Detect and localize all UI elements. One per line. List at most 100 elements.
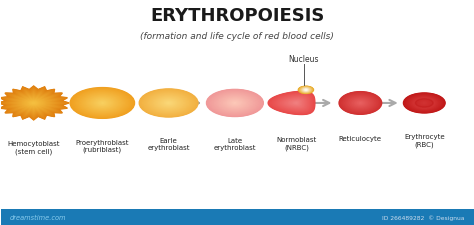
Polygon shape [272, 94, 312, 113]
Text: Proerythroblast
(rubriblast): Proerythroblast (rubriblast) [75, 139, 129, 153]
Ellipse shape [343, 94, 377, 112]
Ellipse shape [141, 90, 196, 117]
Ellipse shape [163, 101, 174, 106]
Ellipse shape [300, 87, 312, 94]
Polygon shape [289, 101, 301, 106]
Ellipse shape [78, 92, 126, 115]
Ellipse shape [234, 103, 236, 104]
Ellipse shape [357, 101, 364, 106]
Ellipse shape [222, 97, 248, 110]
Ellipse shape [218, 95, 252, 112]
Ellipse shape [417, 100, 431, 107]
Ellipse shape [72, 89, 133, 118]
Polygon shape [1, 88, 66, 119]
Ellipse shape [96, 100, 109, 107]
Ellipse shape [351, 98, 370, 109]
Polygon shape [272, 93, 313, 114]
Ellipse shape [210, 92, 259, 115]
Ellipse shape [79, 92, 125, 115]
Ellipse shape [341, 94, 379, 113]
Ellipse shape [152, 96, 185, 111]
Ellipse shape [158, 99, 179, 108]
Ellipse shape [422, 102, 427, 105]
Text: (formation and life cycle of red blood cells): (formation and life cycle of red blood c… [140, 32, 334, 40]
Ellipse shape [151, 95, 186, 112]
Ellipse shape [416, 99, 433, 108]
Text: Reticulocyte: Reticulocyte [339, 135, 382, 141]
Ellipse shape [300, 88, 312, 93]
Ellipse shape [415, 99, 433, 108]
Ellipse shape [93, 99, 111, 108]
Polygon shape [18, 96, 49, 111]
Ellipse shape [422, 103, 426, 104]
Ellipse shape [158, 98, 180, 109]
Polygon shape [19, 97, 48, 110]
Ellipse shape [155, 97, 182, 110]
Ellipse shape [142, 91, 195, 116]
Ellipse shape [224, 98, 246, 109]
Polygon shape [12, 93, 55, 114]
Ellipse shape [349, 98, 371, 109]
Ellipse shape [145, 92, 192, 115]
Ellipse shape [232, 102, 238, 105]
Polygon shape [11, 93, 56, 114]
Ellipse shape [408, 96, 441, 111]
Polygon shape [283, 98, 305, 109]
Ellipse shape [213, 93, 257, 114]
Ellipse shape [353, 100, 368, 107]
Ellipse shape [348, 97, 373, 110]
Polygon shape [33, 103, 35, 104]
Ellipse shape [100, 102, 105, 105]
Ellipse shape [216, 95, 254, 112]
Ellipse shape [352, 99, 369, 108]
Ellipse shape [230, 101, 240, 106]
Ellipse shape [87, 96, 118, 111]
Ellipse shape [144, 92, 194, 115]
Ellipse shape [155, 97, 183, 110]
Ellipse shape [345, 95, 376, 112]
Ellipse shape [139, 90, 198, 117]
Ellipse shape [84, 95, 121, 112]
Ellipse shape [302, 88, 310, 92]
Ellipse shape [167, 103, 170, 104]
Ellipse shape [94, 100, 110, 107]
Ellipse shape [74, 90, 131, 117]
Text: dreamstime.com: dreamstime.com [10, 214, 66, 220]
Ellipse shape [214, 93, 256, 114]
Ellipse shape [412, 98, 436, 109]
Ellipse shape [415, 99, 433, 108]
Ellipse shape [302, 89, 310, 92]
Ellipse shape [304, 90, 308, 91]
Polygon shape [294, 103, 298, 104]
Ellipse shape [357, 102, 364, 105]
Ellipse shape [89, 97, 116, 110]
Ellipse shape [406, 95, 442, 112]
Ellipse shape [305, 90, 306, 91]
Ellipse shape [221, 97, 249, 110]
Polygon shape [14, 94, 53, 113]
Ellipse shape [95, 100, 109, 107]
Ellipse shape [164, 101, 173, 106]
Ellipse shape [414, 99, 434, 108]
Ellipse shape [350, 98, 371, 109]
Ellipse shape [227, 100, 243, 107]
Polygon shape [13, 94, 54, 113]
Ellipse shape [166, 102, 171, 105]
Ellipse shape [351, 99, 370, 108]
Ellipse shape [410, 97, 438, 110]
Polygon shape [276, 95, 310, 112]
Ellipse shape [211, 92, 258, 115]
Text: Normoblast
(NRBC): Normoblast (NRBC) [276, 137, 317, 150]
Ellipse shape [157, 98, 181, 109]
Polygon shape [295, 103, 298, 104]
Polygon shape [280, 97, 307, 110]
Polygon shape [29, 101, 38, 106]
Ellipse shape [412, 98, 437, 109]
Ellipse shape [301, 88, 310, 93]
Ellipse shape [299, 87, 313, 94]
Ellipse shape [232, 102, 237, 105]
Polygon shape [288, 100, 302, 107]
Ellipse shape [231, 101, 239, 106]
Polygon shape [282, 98, 306, 109]
Ellipse shape [207, 90, 263, 117]
